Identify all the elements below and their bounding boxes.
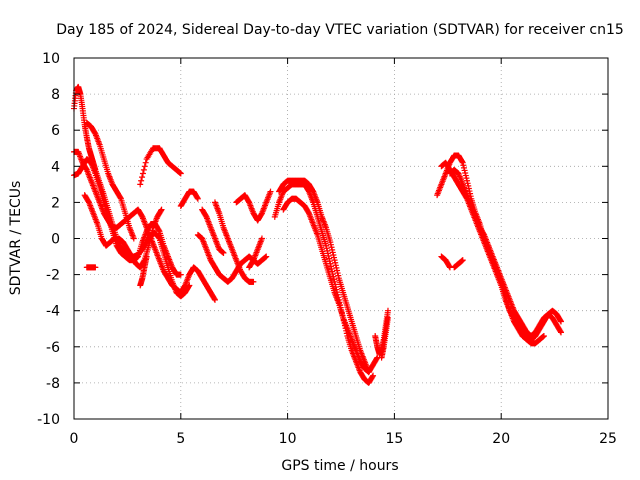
series-trace-d [81,192,165,271]
data-point [446,263,453,270]
x-tick-label: 5 [176,431,185,447]
data-point [143,253,150,260]
data-point [211,296,218,303]
y-tick-label: -4 [46,304,60,320]
data-point [263,253,270,260]
series-trace-n [246,235,265,271]
x-tick-label: 20 [492,431,510,447]
y-tick-label: 10 [42,51,60,67]
axis-ticks: 0 5 10 15 20 25 -10 -8 -6 -4 -2 0 2 4 6 8 10 [37,51,617,447]
data-point [137,181,144,188]
x-tick-label: 10 [279,431,297,447]
data-point [177,170,184,177]
series-trace-m [233,188,274,224]
series-trace-e [83,119,137,242]
series-trace-f [83,264,99,271]
y-tick-label: 6 [51,123,60,139]
series-trace-p [276,177,372,376]
data-point [177,271,184,278]
data-point [384,307,391,314]
data-point [250,278,257,285]
data-point [373,355,380,362]
y-tick-label: -10 [37,412,60,428]
y-tick-label: 2 [51,195,60,211]
data-point [558,318,565,325]
data-point [130,235,137,242]
series-trace-s [378,314,391,361]
x-tick-label: 25 [599,431,617,447]
data-point [155,227,162,234]
data-point [138,177,145,184]
data-point [459,257,466,264]
data-point [459,158,466,165]
data-point [557,328,564,335]
data-point [142,159,149,166]
data-point [370,372,377,379]
series-trace-l [211,199,257,285]
x-tick-label: 15 [385,431,403,447]
series-trace-k [199,206,227,256]
data-point [194,195,201,202]
data-point [384,314,391,321]
y-tick-label: 4 [51,159,60,175]
data-point [557,317,564,324]
y-tick-label: -2 [46,268,60,284]
y-tick-label: 8 [51,87,60,103]
data-point [158,206,165,213]
data-point [92,264,99,271]
data-point [139,170,146,177]
series-trace-i [177,188,201,210]
series-trace-w [438,253,453,271]
data-point [141,163,148,170]
y-tick-label: -8 [46,376,60,392]
data-points [71,83,565,386]
x-axis-label: GPS time / hours [281,458,398,474]
data-point [211,295,218,302]
series-trace-j [194,231,270,285]
data-point [117,194,124,201]
data-point [220,249,227,256]
data-point [157,207,164,214]
data-point [540,332,547,339]
y-tick-label: 0 [51,232,60,248]
y-tick-label: -6 [46,340,60,356]
x-tick-label: 0 [70,431,79,447]
data-point [558,329,565,336]
series-trace-g [137,145,184,188]
series-trace-v [446,166,565,339]
series-trace-x [451,257,466,271]
data-point [139,174,146,181]
data-point [194,194,201,201]
grid-lines [74,58,608,419]
series-trace-q [280,195,381,376]
data-point [369,373,376,380]
data-point [258,235,265,242]
data-point [140,166,147,173]
y-axis-label: SDTVAR / TECUs [8,181,24,296]
chart-title: Day 185 of 2024, Sidereal Day-to-day VTE… [56,22,624,38]
data-point [267,188,274,195]
series-trace-h [137,253,150,289]
